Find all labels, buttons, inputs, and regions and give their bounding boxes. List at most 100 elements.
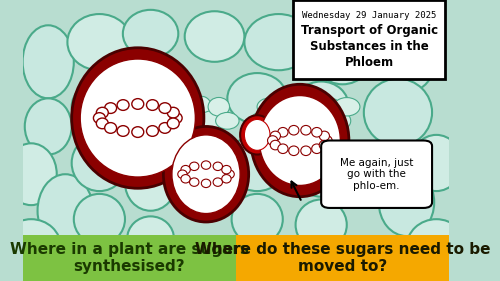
FancyBboxPatch shape — [294, 0, 445, 79]
Ellipse shape — [172, 151, 197, 169]
Ellipse shape — [25, 98, 72, 155]
Ellipse shape — [117, 100, 129, 110]
Ellipse shape — [301, 125, 311, 135]
Ellipse shape — [266, 139, 291, 159]
Ellipse shape — [72, 135, 127, 191]
Ellipse shape — [284, 141, 306, 157]
Ellipse shape — [158, 98, 178, 115]
Ellipse shape — [294, 81, 349, 132]
Ellipse shape — [200, 111, 221, 131]
Ellipse shape — [150, 80, 169, 100]
Ellipse shape — [213, 162, 222, 171]
Ellipse shape — [301, 146, 311, 156]
Ellipse shape — [72, 81, 127, 132]
Ellipse shape — [192, 96, 212, 117]
Ellipse shape — [319, 98, 340, 115]
Ellipse shape — [2, 219, 61, 275]
Ellipse shape — [104, 111, 128, 131]
Ellipse shape — [278, 144, 288, 153]
Ellipse shape — [208, 98, 230, 116]
Ellipse shape — [228, 73, 287, 124]
Ellipse shape — [294, 140, 349, 197]
Ellipse shape — [277, 97, 297, 117]
Ellipse shape — [164, 126, 248, 222]
Ellipse shape — [240, 115, 274, 155]
Ellipse shape — [132, 140, 152, 158]
Ellipse shape — [113, 141, 137, 157]
Ellipse shape — [268, 112, 289, 130]
Ellipse shape — [166, 112, 187, 130]
Ellipse shape — [268, 136, 278, 145]
Ellipse shape — [260, 153, 280, 173]
Ellipse shape — [72, 48, 204, 188]
Ellipse shape — [104, 103, 117, 114]
Ellipse shape — [181, 166, 190, 174]
Ellipse shape — [22, 25, 74, 98]
Ellipse shape — [202, 179, 210, 188]
Ellipse shape — [249, 140, 274, 157]
Ellipse shape — [166, 140, 186, 158]
Text: Where in a plant are sugars
synthesised?: Where in a plant are sugars synthesised? — [10, 242, 249, 274]
Ellipse shape — [300, 111, 326, 130]
Text: Me again, just
go with the
phlo-em.: Me again, just go with the phlo-em. — [340, 158, 413, 191]
Ellipse shape — [146, 126, 158, 136]
Ellipse shape — [184, 11, 244, 62]
Ellipse shape — [319, 131, 330, 141]
Ellipse shape — [222, 166, 231, 174]
Ellipse shape — [244, 14, 312, 70]
Ellipse shape — [364, 79, 432, 146]
Ellipse shape — [225, 170, 234, 178]
Ellipse shape — [317, 154, 342, 172]
Ellipse shape — [232, 194, 283, 244]
Ellipse shape — [376, 20, 436, 93]
Ellipse shape — [296, 200, 347, 250]
Ellipse shape — [146, 100, 158, 110]
Ellipse shape — [125, 155, 176, 211]
Ellipse shape — [168, 118, 179, 129]
Ellipse shape — [250, 112, 272, 130]
Ellipse shape — [326, 111, 350, 130]
Ellipse shape — [406, 219, 466, 275]
Ellipse shape — [190, 178, 199, 186]
Ellipse shape — [104, 123, 117, 133]
Ellipse shape — [286, 110, 306, 132]
Ellipse shape — [213, 178, 222, 186]
Ellipse shape — [168, 107, 179, 118]
Ellipse shape — [270, 140, 280, 150]
Ellipse shape — [319, 140, 330, 150]
Ellipse shape — [312, 128, 322, 137]
Ellipse shape — [159, 103, 171, 114]
Ellipse shape — [157, 160, 178, 177]
Ellipse shape — [104, 152, 128, 169]
Ellipse shape — [96, 118, 108, 129]
Ellipse shape — [148, 139, 171, 159]
Ellipse shape — [338, 155, 356, 171]
Ellipse shape — [188, 153, 215, 173]
Ellipse shape — [124, 158, 143, 179]
Ellipse shape — [410, 135, 462, 191]
Ellipse shape — [209, 155, 229, 171]
Ellipse shape — [310, 113, 332, 129]
Text: Wednesday 29 January 2025: Wednesday 29 January 2025 — [302, 11, 436, 20]
Ellipse shape — [132, 99, 144, 109]
Ellipse shape — [326, 140, 350, 158]
Ellipse shape — [190, 162, 199, 171]
Ellipse shape — [228, 135, 287, 191]
Ellipse shape — [251, 84, 349, 197]
Ellipse shape — [125, 59, 176, 110]
Ellipse shape — [310, 17, 374, 84]
Ellipse shape — [312, 144, 322, 153]
Ellipse shape — [159, 123, 171, 133]
Ellipse shape — [202, 161, 210, 169]
Ellipse shape — [218, 140, 237, 158]
FancyBboxPatch shape — [22, 235, 236, 281]
Ellipse shape — [288, 125, 299, 135]
Ellipse shape — [94, 113, 106, 123]
Ellipse shape — [138, 112, 164, 129]
Ellipse shape — [112, 83, 138, 102]
Ellipse shape — [96, 132, 119, 149]
Ellipse shape — [96, 107, 108, 118]
Ellipse shape — [170, 113, 182, 123]
Ellipse shape — [132, 127, 144, 137]
Ellipse shape — [270, 131, 280, 141]
